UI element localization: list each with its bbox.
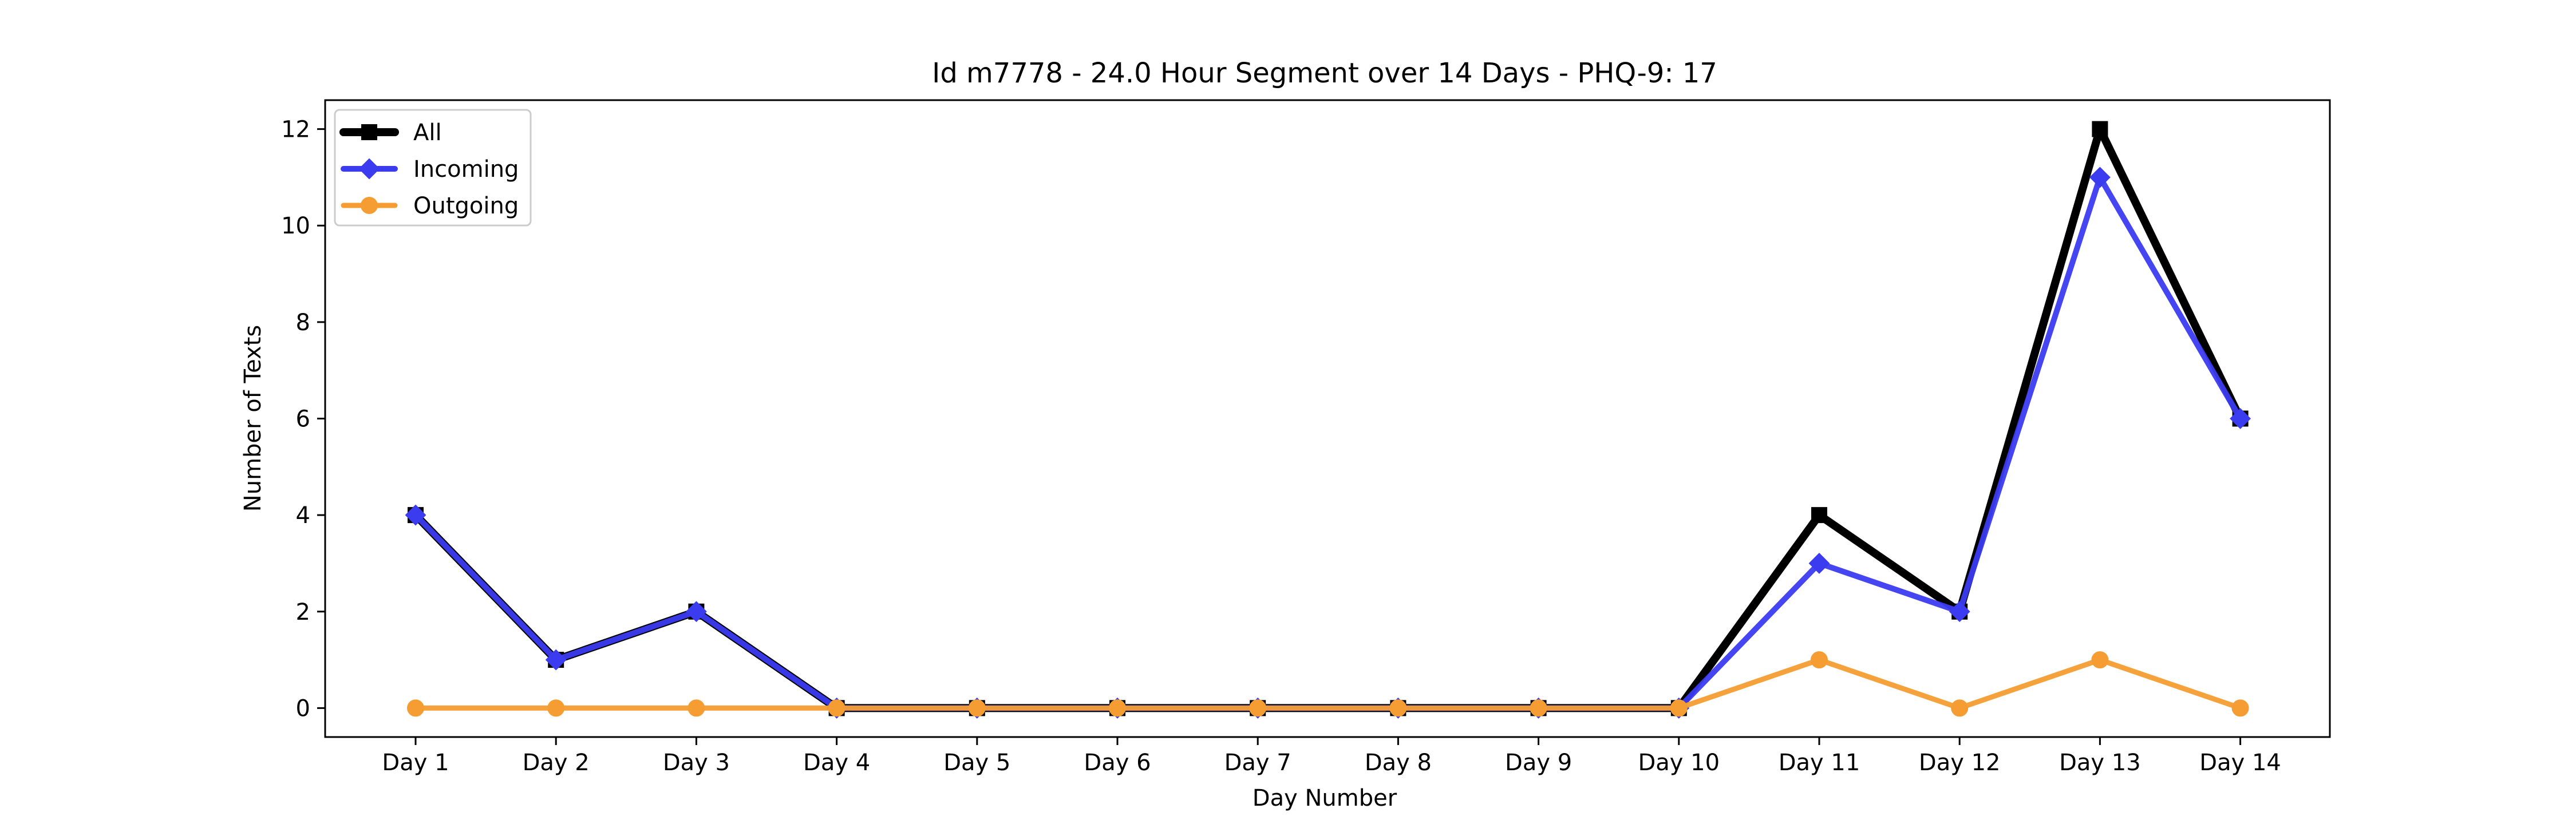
y-tick-label: 12 [281, 117, 310, 143]
series-point-outgoing [547, 699, 565, 717]
x-axis: Day 1 Day 2 Day 3 Day 4 Day 5 Day 6 Day 7 Day 8… [382, 737, 2281, 776]
series-outgoing [407, 651, 2249, 717]
x-tick-label: Day 7 [1224, 750, 1291, 776]
y-tick-label: 2 [296, 599, 310, 625]
y-tick-label: 4 [296, 502, 310, 529]
series-point-incoming [2089, 167, 2111, 188]
legend: All Incoming Outgoing [334, 109, 532, 227]
series-point-all [361, 124, 377, 140]
x-tick-label: Day 14 [2199, 750, 2281, 776]
series-layer [405, 121, 2251, 719]
series-point-outgoing [1530, 699, 1547, 717]
x-tick-label: Day 2 [523, 750, 590, 776]
y-tick-label: 0 [296, 695, 310, 722]
legend-item-incoming: Incoming [341, 156, 519, 183]
legend-label: Outgoing [413, 193, 519, 219]
legend-label: All [413, 120, 442, 146]
legend-label: Incoming [413, 156, 519, 183]
series-point-incoming [1949, 601, 1970, 623]
series-point-incoming [358, 158, 380, 180]
series-point-incoming [405, 504, 426, 526]
series-point-outgoing [2091, 651, 2109, 669]
plot-area [324, 99, 2331, 738]
series-point-incoming [545, 649, 567, 671]
series-point-all [2092, 121, 2108, 137]
x-tick-label: Day 10 [1638, 750, 1720, 776]
x-tick-label: Day 1 [382, 750, 449, 776]
series-point-outgoing [361, 197, 378, 214]
x-tick-label: Day 5 [943, 750, 1010, 776]
series-point-outgoing [1109, 699, 1126, 717]
series-line-outgoing [413, 657, 2243, 711]
series-point-outgoing [828, 699, 846, 717]
y-axis-label: Number of Texts [240, 325, 266, 512]
series-line-incoming [413, 174, 2243, 711]
series-point-incoming [1808, 553, 1830, 574]
y-tick-label: 8 [296, 310, 310, 336]
series-point-incoming [685, 601, 707, 623]
series-point-outgoing [407, 699, 424, 717]
x-tick-label: Day 12 [1919, 750, 2001, 776]
x-tick-label: Day 9 [1505, 750, 1572, 776]
x-tick-label: Day 11 [1779, 750, 1860, 776]
x-axis-label: Day Number [1253, 785, 1397, 811]
series-point-outgoing [1249, 699, 1267, 717]
legend-box [334, 109, 532, 227]
series-point-outgoing [1670, 699, 1688, 717]
x-tick-label: Day 3 [663, 750, 730, 776]
series-point-outgoing [1389, 699, 1407, 717]
series-line-all [412, 125, 2245, 712]
x-tick-label: Day 8 [1365, 750, 1432, 776]
y-tick-label: 10 [281, 213, 310, 239]
series-point-outgoing [1951, 699, 1969, 717]
x-tick-label: Day 13 [2059, 750, 2141, 776]
series-point-outgoing [2231, 699, 2249, 717]
chart-title: Id m7778 - 24.0 Hour Segment over 14 Day… [932, 57, 1717, 89]
x-tick-label: Day 4 [803, 750, 870, 776]
y-tick-label: 6 [296, 406, 310, 433]
legend-items: All Incoming Outgoing [339, 120, 519, 219]
y-axis: 0 2 4 6 8 10 12 [281, 117, 325, 722]
x-tick-label: Day 6 [1084, 750, 1151, 776]
series-point-outgoing [1811, 651, 1828, 669]
series-point-incoming [2230, 408, 2251, 429]
series-all [408, 121, 2249, 716]
legend-item-all: All [339, 120, 442, 146]
series-point-all [1811, 507, 1827, 524]
series-point-outgoing [968, 699, 986, 717]
legend-item-outgoing: Outgoing [341, 193, 519, 219]
series-point-outgoing [688, 699, 705, 717]
series-incoming [405, 167, 2251, 719]
